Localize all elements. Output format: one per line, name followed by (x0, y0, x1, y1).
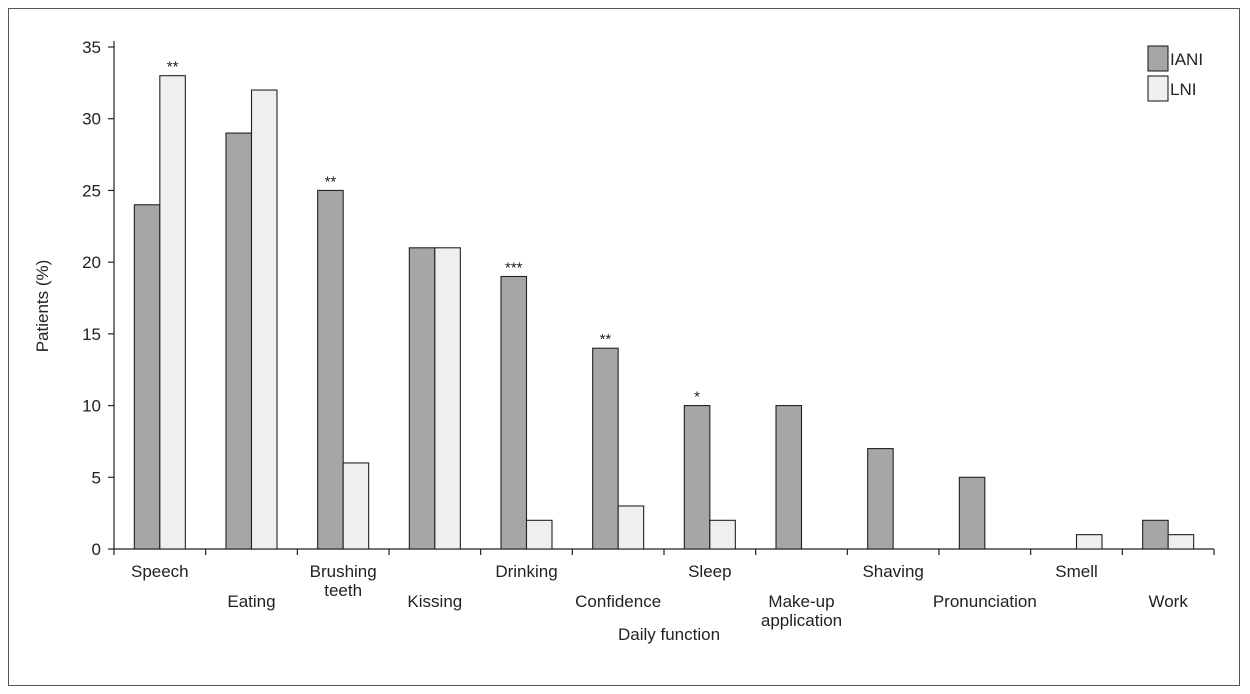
category-label: Shaving (862, 562, 923, 581)
category-label: Eating (227, 592, 275, 611)
category-label: Speech (131, 562, 189, 581)
significance-marker: ** (600, 331, 612, 348)
legend-label-iani: IANI (1170, 50, 1203, 69)
significance-annotations: ********** (167, 59, 700, 406)
y-tick-label: 10 (82, 397, 101, 416)
y-tick-label: 20 (82, 253, 101, 272)
category-label: Kissing (407, 592, 462, 611)
bar-iani-3 (408, 247, 436, 550)
bar-chart: 0 5 10 15 20 25 30 35 Speech Eating Brushing teeth… (33, 38, 1215, 644)
category-label: Pronunciation (933, 592, 1037, 611)
significance-marker: ** (325, 173, 337, 190)
y-tick-label: 0 (92, 540, 101, 559)
significance-marker: ** (167, 59, 179, 76)
bar-lni-10 (1075, 534, 1103, 550)
y-tick-label: 15 (82, 325, 101, 344)
category-labels: Speech Eating Brushing teeth Kissing Drinking… (131, 562, 1188, 630)
bar-lni-1 (250, 89, 278, 550)
bar-iani-11 (1142, 519, 1169, 550)
axes: 0 5 10 15 20 25 30 35 (82, 38, 1215, 559)
bar-lni-4 (525, 519, 553, 550)
y-tick-label: 30 (82, 110, 101, 129)
category-label: Brushing teeth (310, 562, 377, 600)
category-label: Confidence (575, 592, 661, 611)
legend-swatch-lni (1147, 75, 1169, 102)
category-label: Make-up application (761, 592, 842, 630)
bar-lni-11 (1167, 534, 1195, 550)
y-axis-label: Patients (%) (33, 260, 52, 353)
bar-iani-7 (775, 405, 803, 550)
significance-marker: * (694, 389, 700, 406)
bar-iani-1 (225, 132, 253, 550)
bar-lni-6 (709, 519, 736, 550)
y-tick-label: 35 (82, 38, 101, 57)
bar-iani-9 (958, 476, 986, 550)
bar-lni-0 (159, 75, 186, 550)
bar-lni-3 (434, 247, 461, 550)
bar-iani-8 (867, 448, 894, 550)
x-axis-label: Daily function (618, 625, 720, 644)
bar-iani-0 (133, 204, 161, 550)
significance-marker: *** (505, 259, 523, 276)
bars (133, 75, 1195, 550)
y-tick-label: 25 (82, 181, 101, 200)
y-tick-label: 5 (92, 468, 101, 487)
bar-iani-6 (683, 405, 711, 550)
bar-lni-2 (342, 462, 370, 550)
bar-iani-4 (500, 275, 528, 550)
chart-frame: 0 5 10 15 20 25 30 35 Speech Eating Brushing teeth… (8, 8, 1240, 686)
bar-iani-5 (592, 347, 619, 550)
legend-swatch-iani (1147, 45, 1169, 72)
bar-iani-2 (317, 189, 344, 550)
category-label: Smell (1055, 562, 1098, 581)
category-label: Sleep (688, 562, 731, 581)
legend-label-lni: LNI (1170, 80, 1196, 99)
bar-lni-5 (617, 505, 645, 550)
legend: IANI LNI (1147, 45, 1203, 102)
category-label: Drinking (495, 562, 557, 581)
category-label: Work (1148, 592, 1188, 611)
